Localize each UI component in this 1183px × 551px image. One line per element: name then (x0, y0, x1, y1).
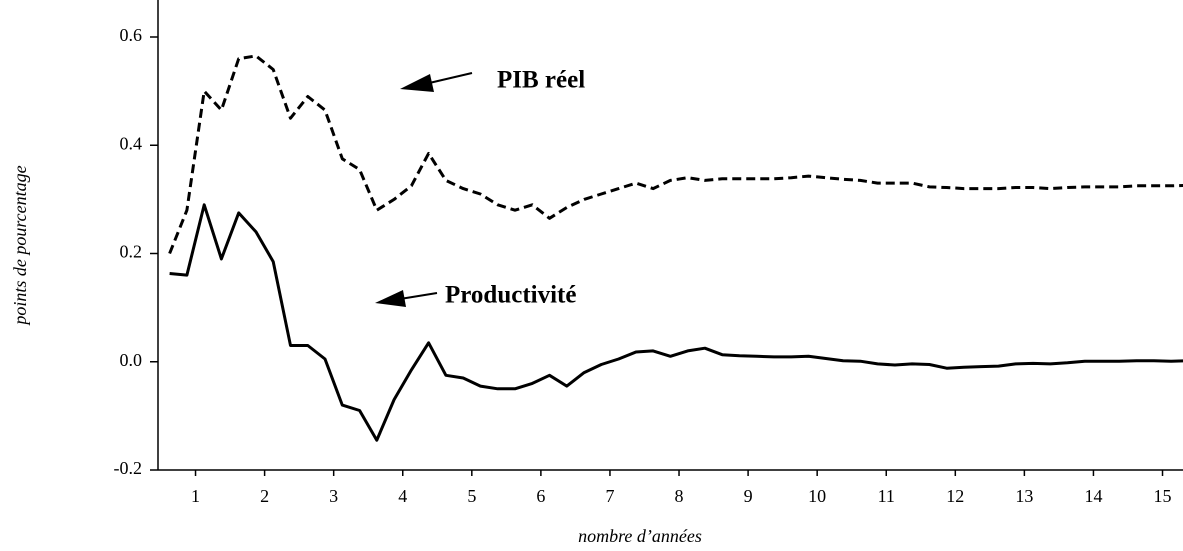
y-tick-label: -0.2 (114, 458, 143, 478)
x-tick-label: 5 (467, 486, 476, 506)
x-tick-label: 10 (808, 486, 826, 506)
y-tick-label: 0.4 (120, 133, 143, 153)
x-tick-label: 3 (329, 486, 338, 506)
y-tick-label: 0.0 (120, 350, 143, 370)
y-axis-label: points de pourcentage (10, 165, 30, 326)
annotation: PIB réel (497, 67, 585, 94)
x-tick-label: 12 (946, 486, 964, 506)
line-series (169, 203, 1183, 442)
x-tick-label: 13 (1015, 486, 1033, 506)
x-tick-label: 8 (675, 486, 684, 506)
x-tick-label: 6 (536, 486, 545, 506)
line-series (168, 54, 1183, 255)
y-tick-label: 0.2 (120, 242, 143, 262)
x-tick-label: 15 (1154, 486, 1172, 506)
x-tick-label: 1 (191, 486, 200, 506)
x-tick-label: 11 (878, 486, 895, 506)
arrow (400, 72, 473, 92)
y-tick-label: 0.6 (120, 25, 143, 45)
x-tick-label: 7 (605, 486, 614, 506)
x-tick-label: 14 (1084, 486, 1102, 506)
x-tick-label: 2 (260, 486, 269, 506)
annotation: Productivité (445, 282, 576, 309)
x-axis-label: nombre d’années (578, 526, 702, 546)
x-tick-label: 9 (744, 486, 753, 506)
arrow (375, 290, 438, 307)
x-tick-label: 4 (398, 486, 407, 506)
